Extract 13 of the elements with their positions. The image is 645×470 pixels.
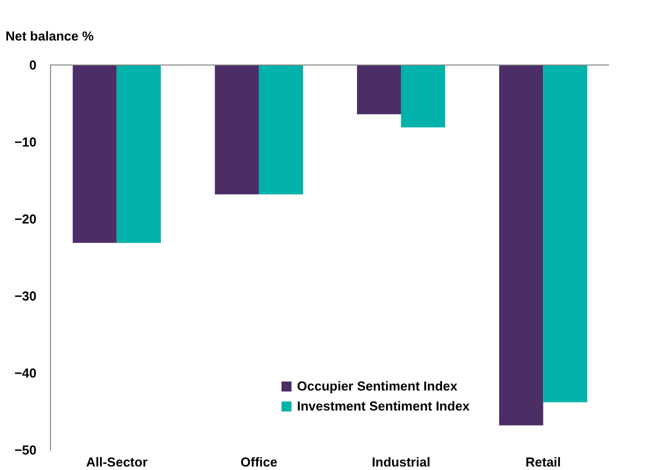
- y-axis-title: Net balance %: [6, 28, 94, 44]
- x-tick-label: Office: [240, 454, 278, 470]
- y-tick-label: −20: [14, 212, 36, 226]
- y-tick-label: −10: [14, 134, 36, 150]
- legend-label: Investment Sentiment Index: [297, 398, 470, 414]
- y-tick-label: 0: [29, 58, 36, 72]
- legend-label: Occupier Sentiment Index: [297, 378, 458, 394]
- y-tick-label: −50: [14, 442, 36, 458]
- x-tick-label: All-Sector: [86, 454, 148, 470]
- y-tick-label: −30: [14, 288, 36, 304]
- y-tick-label: −40: [14, 366, 36, 380]
- x-tick-label: Retail: [525, 454, 561, 470]
- x-tick-label: Industrial: [372, 454, 430, 470]
